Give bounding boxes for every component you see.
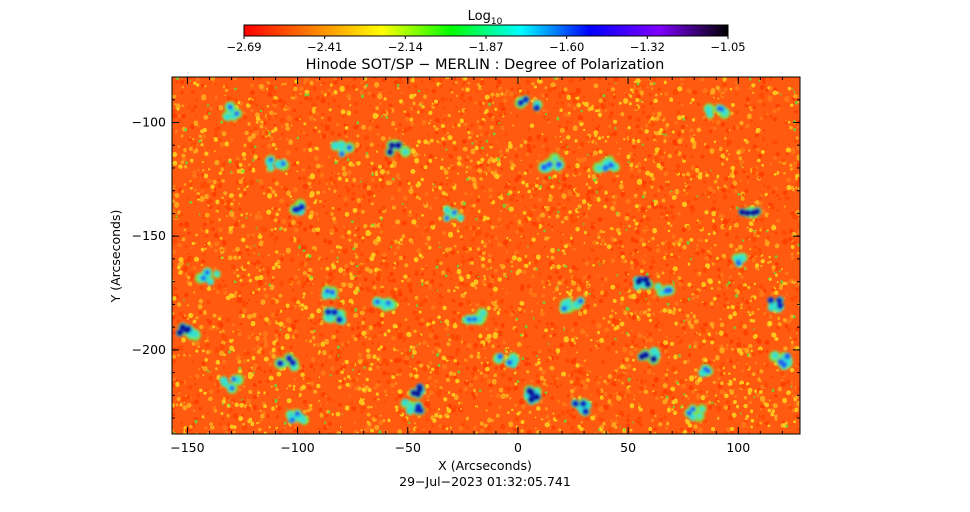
colorbar-tick: −1.05 [710, 36, 746, 54]
x-tick-label: −100 [280, 440, 314, 455]
polarization-feature [731, 252, 748, 268]
y-tick-label: −200 [132, 342, 166, 357]
timestamp: 29−Jul−2023 01:32:05.741 [399, 474, 571, 489]
colorbar-tick: −2.14 [388, 36, 423, 54]
polarization-feature [222, 101, 243, 122]
polarization-feature [289, 198, 307, 216]
polarization-feature [523, 385, 542, 405]
polarization-feature [322, 306, 347, 326]
x-axis-label: X (Arcseconds) [438, 458, 532, 473]
texture-layer [172, 77, 800, 434]
polarization-feature [219, 373, 245, 394]
colorbar-tick-label: −2.14 [388, 40, 423, 54]
colorbar-tick: −2.41 [307, 36, 342, 54]
colorbar-tick-label: −2.41 [307, 40, 342, 54]
x-tick-label: −150 [170, 440, 204, 455]
polarization-features [175, 95, 793, 426]
x-tick-label: 50 [620, 440, 636, 455]
colorbar-tick: −1.87 [468, 36, 504, 54]
polarization-feature [371, 296, 398, 313]
polarization-feature [684, 403, 707, 422]
polarization-feature [767, 296, 785, 313]
y-tick-label: −150 [132, 228, 166, 243]
colorbar-tick: −2.69 [226, 36, 262, 54]
heatmap-texture [172, 77, 800, 434]
y-axis: −100 −150 −200 [132, 99, 800, 419]
colorbar-tick: −1.60 [549, 36, 584, 54]
polarization-feature [698, 363, 714, 378]
x-axis: −150 −100 −50 0 50 100 [170, 77, 783, 455]
x-tick-label: 0 [514, 440, 522, 455]
polarization-feature [492, 352, 520, 369]
polarization-feature [330, 139, 356, 158]
polarization-feature [274, 352, 300, 372]
x-tick: −150 [170, 77, 205, 455]
texture-layer [172, 77, 800, 434]
polarization-feature [769, 350, 793, 371]
polarization-feature [632, 275, 654, 291]
colorbar-tick-label: −1.05 [710, 40, 745, 54]
polarization-feature [592, 155, 621, 174]
colorbar-tick: −1.32 [630, 36, 665, 54]
polarization-feature [175, 322, 201, 342]
polarization-feature [537, 152, 565, 174]
colorbar-tick-label: −2.69 [226, 40, 261, 54]
y-axis-label: Y (Arcseconds) [108, 210, 123, 304]
polarization-feature [462, 307, 489, 326]
polarization-feature [264, 154, 290, 173]
colorbar-label: Log10 [468, 9, 503, 27]
y-tick-label: −100 [132, 114, 166, 129]
chart-title: Hinode SOT/SP − MERLIN : Degree of Polar… [306, 57, 665, 73]
colorbar-tick-label: −1.60 [549, 40, 584, 54]
polarization-feature [571, 398, 592, 417]
polarization-feature [285, 408, 310, 426]
colorbar-tick-label: −1.32 [630, 40, 665, 54]
polarization-feature [514, 95, 543, 112]
texture-layer [172, 77, 800, 434]
colorbar-tick-label: −1.87 [468, 40, 503, 54]
polarization-feature [321, 285, 339, 301]
colorbar [243, 24, 729, 37]
polarization-feature [559, 296, 586, 314]
polarization-feature [442, 204, 465, 223]
polarization-feature [194, 267, 221, 286]
polarization-feature [408, 383, 426, 400]
heatmap-image [172, 77, 800, 434]
polarization-feature [400, 398, 426, 416]
polarization-feature [385, 139, 412, 158]
plot-frame [171, 76, 801, 435]
polarization-feature [653, 282, 676, 298]
polarization-feature [737, 206, 762, 219]
x-tick-label: 100 [726, 440, 750, 455]
x-tick-label: −50 [395, 440, 421, 455]
polarization-feature [703, 103, 731, 120]
colorbar-ticks: −2.69 −2.41 −2.14 −1.87 −1.60 −1.32 −1.05 [226, 36, 746, 54]
polarization-feature [636, 346, 661, 366]
